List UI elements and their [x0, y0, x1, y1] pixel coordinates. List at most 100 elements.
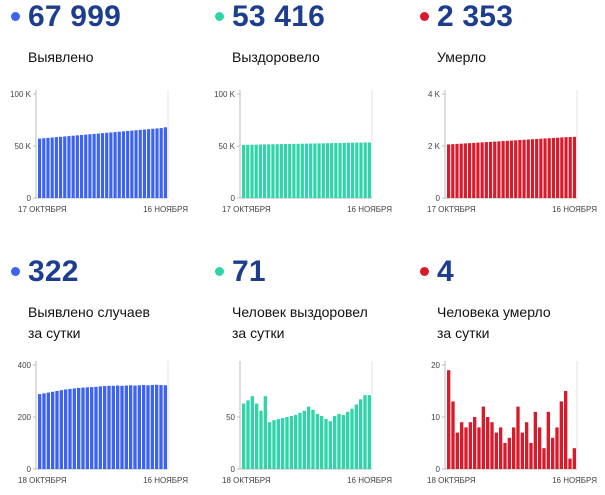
y-tick-label: 200 — [18, 413, 32, 422]
bar-chart: 100 K 50 K 0 17 ОКТЯБРЯ 16 НОЯБРЯ — [10, 90, 188, 214]
bar — [539, 138, 543, 198]
bar — [150, 385, 154, 469]
bar — [96, 133, 100, 198]
bar — [120, 385, 124, 469]
bar — [94, 386, 98, 469]
y-tick-label: 0 — [27, 465, 32, 474]
y-tick-label: 50 — [226, 413, 235, 422]
bar — [359, 142, 363, 198]
bar — [84, 134, 88, 198]
bar — [113, 132, 117, 198]
bar — [512, 427, 516, 469]
bar — [334, 143, 338, 198]
bar — [490, 422, 494, 469]
panel-header: 71 Человек выздоровел за сутки — [204, 255, 394, 345]
bar — [547, 138, 551, 198]
stat-label-line: за сутки — [28, 325, 81, 341]
bar — [142, 385, 146, 469]
bar — [530, 139, 535, 198]
bar — [341, 414, 345, 469]
bar — [107, 385, 111, 469]
bar — [538, 427, 542, 469]
bar — [568, 458, 572, 469]
bar — [46, 392, 50, 469]
series-dot — [215, 12, 224, 21]
stat-label: Человека умерло за сутки — [437, 302, 551, 344]
bar — [533, 411, 537, 469]
bar — [250, 396, 254, 469]
bar — [294, 414, 298, 469]
bar — [451, 144, 455, 198]
bar — [275, 144, 279, 198]
x-tick-label: 16 НОЯБРЯ — [143, 476, 188, 485]
y-tick-label: 20 — [431, 361, 440, 370]
bar — [262, 144, 267, 198]
bar — [268, 422, 272, 469]
bar — [463, 143, 467, 198]
panel-header: 322 Выявлено случаев за сутки — [0, 255, 190, 345]
bar — [307, 406, 311, 469]
bar — [242, 403, 246, 469]
bar — [507, 437, 511, 469]
bar-chart: 100 K 50 K 0 17 ОКТЯБРЯ 16 НОЯБРЯ — [214, 90, 392, 214]
y-tick-label: 400 — [18, 361, 32, 370]
bar — [105, 132, 109, 198]
bar — [117, 131, 121, 198]
stat-label-line: Человек выздоровел — [232, 304, 368, 320]
panel-header: 2 353 Умерло — [409, 0, 599, 90]
bar — [551, 437, 555, 469]
bar — [281, 418, 285, 469]
y-tick-label: 4 K — [428, 90, 441, 99]
bar — [38, 394, 42, 469]
y-tick-label: 100 K — [10, 90, 32, 99]
series-dot — [11, 12, 20, 21]
bar — [325, 143, 330, 198]
bar — [263, 396, 267, 469]
bar — [560, 137, 564, 198]
stat-number: 71 — [232, 255, 266, 288]
bar — [121, 131, 126, 198]
y-tick-label: 0 — [27, 194, 32, 203]
bar — [464, 427, 468, 469]
stat-number: 322 — [28, 255, 79, 288]
bar — [92, 133, 96, 198]
bar — [333, 415, 337, 469]
bar — [267, 144, 271, 198]
bar — [529, 443, 533, 469]
bar — [359, 399, 363, 469]
bar — [55, 391, 59, 469]
bar — [505, 140, 509, 198]
panel-header: 53 416 Выздоровело — [204, 0, 394, 90]
bar — [486, 417, 490, 469]
stat-label-line: Человека умерло — [437, 304, 551, 320]
x-tick-label: 18 ОКТЯБРЯ — [18, 476, 67, 485]
bar — [50, 137, 54, 198]
x-tick-label: 17 ОКТЯБРЯ — [222, 205, 271, 214]
bar — [473, 417, 477, 469]
bar — [81, 387, 85, 469]
bar-chart: 400 200 0 18 ОКТЯБРЯ 16 НОЯБРЯ — [18, 361, 188, 485]
bar — [147, 129, 151, 198]
bar — [556, 137, 560, 198]
bar — [71, 135, 75, 198]
bar — [137, 385, 141, 469]
bar — [363, 142, 367, 198]
y-tick-label: 10 — [431, 413, 440, 422]
bar — [367, 142, 371, 198]
x-tick-label: 16 НОЯБРЯ — [552, 205, 597, 214]
panel-deaths-total: 2 353 Умерло 4 K 2 K 0 17 ОКТЯБРЯ 16 НОЯБРЯ — [409, 0, 599, 240]
series-dot — [11, 267, 20, 276]
bar — [313, 143, 317, 198]
bar — [51, 391, 55, 469]
stat-label: Выздоровело — [232, 47, 320, 68]
bar — [455, 143, 459, 198]
bar — [111, 385, 115, 469]
series-dot — [420, 267, 429, 276]
y-tick-label: 0 — [436, 465, 441, 474]
bar — [363, 395, 367, 469]
bar — [298, 412, 302, 469]
bar — [246, 400, 250, 469]
x-tick-label: 16 НОЯБРЯ — [143, 205, 188, 214]
bar — [250, 144, 254, 198]
bar — [535, 138, 539, 198]
